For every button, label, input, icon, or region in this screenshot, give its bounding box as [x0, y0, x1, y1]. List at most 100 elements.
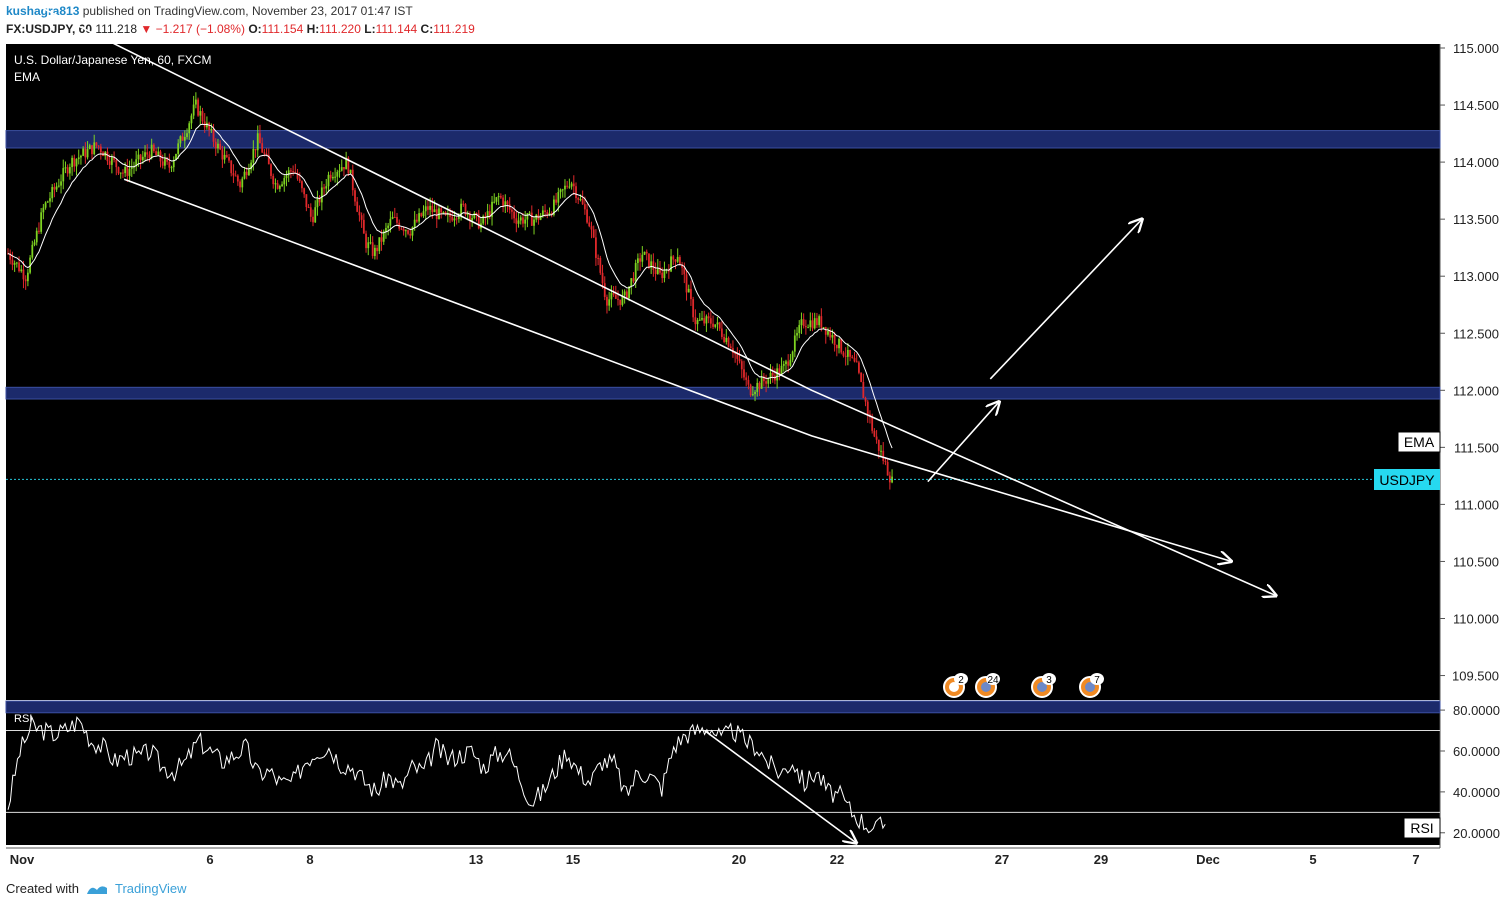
candle-body	[690, 288, 692, 300]
rsi-tick-label: 80.0000	[1453, 703, 1500, 718]
candle-body	[676, 256, 679, 262]
candle-body	[35, 230, 38, 243]
candle-body	[499, 196, 502, 198]
candle-body	[595, 237, 597, 258]
candle-body	[73, 157, 76, 167]
time-tick-label: 7	[1412, 852, 1419, 867]
price-tick-label: 112.500	[1453, 326, 1499, 341]
candle-body	[400, 228, 403, 230]
candle-body	[550, 213, 553, 215]
candle-body	[530, 212, 533, 226]
candle-body	[842, 352, 845, 356]
event-icon[interactable]: 3	[1031, 673, 1056, 698]
candle-body	[418, 213, 420, 222]
candle-body	[862, 381, 865, 399]
candle-body	[575, 186, 577, 199]
candle-body	[506, 201, 509, 205]
candle-body	[38, 230, 40, 232]
candle-body	[82, 148, 85, 156]
candle-body	[526, 213, 529, 220]
candle-body	[694, 317, 697, 325]
candle-body	[614, 294, 617, 299]
candle-body	[354, 190, 356, 202]
candle-body	[396, 216, 398, 223]
candle-body	[146, 152, 149, 155]
candle-body	[460, 203, 462, 216]
candle-body	[316, 197, 319, 208]
event-icon[interactable]: 7	[1079, 673, 1104, 698]
rsi-pane[interactable]	[6, 703, 1440, 845]
candle-body	[415, 219, 418, 222]
candle-body	[873, 430, 876, 437]
candle-body	[122, 172, 124, 174]
candle-body	[511, 209, 513, 212]
candle-body	[252, 148, 255, 163]
candle-body	[858, 362, 860, 373]
candle-body	[696, 320, 699, 325]
publish-info: kushagra813 published on TradingView.com…	[6, 4, 413, 18]
candle-body	[855, 361, 858, 363]
candle-body	[888, 475, 891, 483]
candle-body	[283, 178, 286, 185]
candle-body	[360, 215, 363, 220]
candle-body	[84, 148, 87, 158]
candle-body	[632, 278, 635, 282]
candle-body	[181, 136, 184, 141]
candle-body	[866, 401, 869, 415]
candle-body	[840, 338, 843, 353]
candle-body	[175, 153, 177, 160]
candle-body	[318, 197, 321, 203]
candle-body	[135, 159, 138, 167]
candle-body	[20, 269, 23, 272]
candle-body	[221, 149, 224, 160]
candle-body	[212, 129, 215, 142]
candle-body	[393, 216, 396, 218]
candle-body	[371, 242, 374, 256]
main-pane[interactable]	[6, 44, 1440, 700]
candle-body	[261, 143, 264, 153]
candle-body	[22, 269, 25, 280]
candle-body	[345, 157, 348, 170]
candle-body	[455, 218, 458, 220]
event-count: 24	[987, 675, 999, 686]
candle-body	[91, 145, 93, 155]
candle-body	[323, 187, 325, 189]
candle-body	[411, 227, 414, 236]
price-axis[interactable]	[1440, 44, 1512, 850]
candle-body	[599, 257, 602, 273]
time-axis[interactable]	[0, 848, 1512, 870]
candle-body	[488, 211, 491, 217]
high-value: 111.220	[319, 22, 361, 36]
candle-body	[320, 187, 323, 203]
event-count: 3	[1046, 675, 1052, 686]
candle-body	[451, 216, 454, 221]
candle-body	[254, 148, 257, 151]
candle-body	[241, 178, 244, 188]
candle-body	[853, 357, 856, 362]
candle-body	[656, 267, 659, 274]
candle-body	[97, 145, 100, 147]
candle-body	[435, 209, 438, 220]
candle-body	[747, 379, 750, 385]
candle-body	[77, 157, 80, 160]
rsi-tick-label: 40.0000	[1453, 785, 1500, 800]
candle-body	[517, 220, 520, 224]
event-icon[interactable]: 24	[975, 673, 1000, 698]
candle-body	[749, 384, 752, 396]
author-name[interactable]: kushagra813	[6, 4, 80, 18]
candle-body	[44, 202, 47, 208]
tradingview-brand[interactable]: TradingView	[114, 881, 187, 896]
candle-body	[228, 157, 230, 161]
time-tick-label: Nov	[10, 852, 35, 867]
candle-body	[882, 450, 885, 461]
event-count: 7	[1094, 675, 1100, 686]
price-tick-label: 110.000	[1453, 612, 1499, 627]
candle-body	[449, 212, 451, 217]
event-icon[interactable]: 2	[943, 673, 968, 698]
candle-body	[645, 251, 648, 254]
candle-body	[287, 170, 290, 176]
candle-body	[376, 247, 378, 252]
sr-zone	[5, 130, 1441, 149]
candle-body	[473, 213, 476, 219]
